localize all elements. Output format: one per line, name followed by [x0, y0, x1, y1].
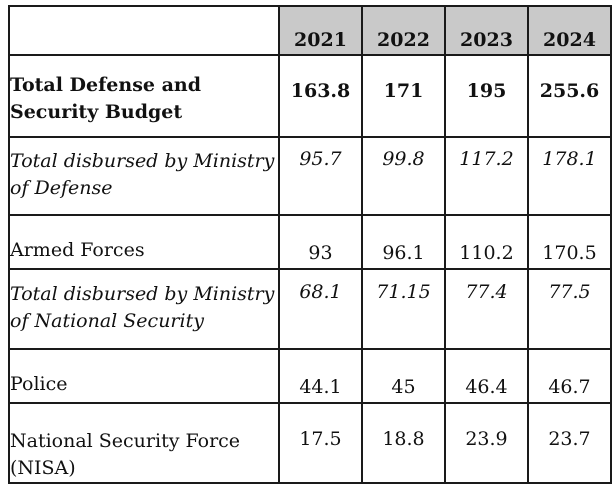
row-label-total-budget: Total Defense and Security Budget [8, 54, 280, 138]
cell-value: 45 [361, 348, 446, 404]
table-row-national-security-force: National Security Force (NISA) 17.5 18.8… [8, 402, 612, 484]
cell-value: 71.15 [361, 268, 446, 350]
cell-value: 255.6 [527, 54, 612, 138]
year-header-2022: 2022 [361, 5, 446, 56]
cell-value: 110.2 [444, 214, 529, 270]
cell-value: 93 [278, 214, 363, 270]
cell-value: 44.1 [278, 348, 363, 404]
cell-value: 23.9 [444, 402, 529, 484]
cell-value: 96.1 [361, 214, 446, 270]
header-row: 2021 2022 2023 2024 [8, 5, 612, 56]
cell-value: 46.4 [444, 348, 529, 404]
year-header-2024: 2024 [527, 5, 612, 56]
table-row-armed-forces: Armed Forces 93 96.1 110.2 170.5 [8, 214, 612, 270]
cell-value: 23.7 [527, 402, 612, 484]
header-blank-cell [8, 5, 280, 56]
row-label-ministry-defense: Total disbursed by Ministry of Defense [8, 136, 280, 216]
row-label-armed-forces: Armed Forces [8, 214, 280, 270]
table-row-ministry-defense: Total disbursed by Ministry of Defense 9… [8, 136, 612, 216]
cell-value: 163.8 [278, 54, 363, 138]
cell-value: 171 [361, 54, 446, 138]
table-row-ministry-national-security: Total disbursed by Ministry of National … [8, 268, 612, 350]
cell-value: 170.5 [527, 214, 612, 270]
cell-value: 117.2 [444, 136, 529, 216]
cell-value: 95.7 [278, 136, 363, 216]
row-label-police: Police [8, 348, 280, 404]
row-label-national-security-force: National Security Force (NISA) [8, 402, 280, 484]
cell-value: 46.7 [527, 348, 612, 404]
cell-value: 18.8 [361, 402, 446, 484]
cell-value: 178.1 [527, 136, 612, 216]
cell-value: 195 [444, 54, 529, 138]
year-header-2021: 2021 [278, 5, 363, 56]
budget-table: 2021 2022 2023 2024 Total Defense and Se… [8, 5, 612, 484]
cell-value: 77.5 [527, 268, 612, 350]
cell-value: 77.4 [444, 268, 529, 350]
table-row-total-budget: Total Defense and Security Budget 163.8 … [8, 54, 612, 138]
table-row-police: Police 44.1 45 46.4 46.7 [8, 348, 612, 404]
cell-value: 17.5 [278, 402, 363, 484]
cell-value: 68.1 [278, 268, 363, 350]
cell-value: 99.8 [361, 136, 446, 216]
row-label-ministry-national-security: Total disbursed by Ministry of National … [8, 268, 280, 350]
year-header-2023: 2023 [444, 5, 529, 56]
